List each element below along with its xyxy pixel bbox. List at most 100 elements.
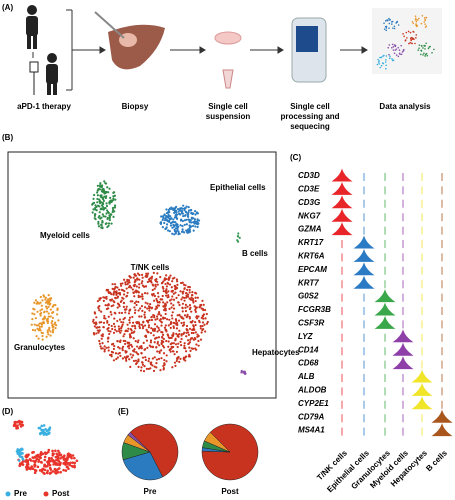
panel-label: (B) bbox=[2, 133, 13, 142]
cell-dot bbox=[100, 223, 103, 226]
cell-dot bbox=[183, 287, 186, 290]
cell-dot bbox=[180, 337, 183, 341]
cell-dot bbox=[394, 44, 397, 47]
cell-dot bbox=[32, 459, 35, 463]
cell-dot bbox=[186, 215, 190, 218]
cluster-label: Epithelial cells bbox=[210, 183, 266, 192]
cell-dot bbox=[242, 370, 245, 373]
violin bbox=[331, 168, 353, 182]
cell-dot bbox=[63, 454, 66, 458]
cell-dot bbox=[113, 206, 117, 209]
cell-dot bbox=[390, 23, 393, 25]
cell-dot bbox=[103, 350, 106, 353]
cell-dot bbox=[147, 326, 150, 329]
cell-dot bbox=[93, 193, 96, 197]
cell-dot bbox=[112, 359, 116, 362]
cell-dot bbox=[37, 337, 40, 340]
cell-dot bbox=[98, 339, 101, 343]
cell-dot bbox=[424, 48, 426, 50]
cell-dot bbox=[178, 332, 181, 336]
cell-dot bbox=[98, 200, 101, 203]
cell-dot bbox=[173, 207, 176, 210]
cell-dot bbox=[136, 341, 139, 344]
cell-dot bbox=[388, 22, 391, 25]
cell-dot bbox=[100, 321, 103, 324]
cell-dot bbox=[25, 463, 29, 467]
cell-dot bbox=[172, 218, 175, 221]
cell-dot bbox=[137, 365, 140, 369]
cell-dot bbox=[100, 204, 104, 207]
cell-dot bbox=[156, 330, 159, 333]
cell-dot bbox=[46, 460, 49, 464]
cell-dot bbox=[173, 228, 176, 231]
cell-dot bbox=[107, 290, 110, 293]
cell-dot bbox=[177, 294, 180, 297]
cell-dot bbox=[175, 278, 178, 281]
cell-dot bbox=[411, 37, 414, 39]
violin bbox=[374, 315, 396, 329]
cell-dot bbox=[196, 218, 199, 221]
cell-dot bbox=[24, 455, 28, 458]
cell-dot bbox=[46, 429, 49, 433]
cell-dot bbox=[128, 358, 131, 361]
cell-dot bbox=[144, 285, 148, 288]
cell-dot bbox=[169, 350, 172, 353]
cell-dot bbox=[108, 187, 111, 190]
cell-dot bbox=[147, 324, 151, 327]
cell-dot bbox=[159, 221, 163, 224]
cell-dot bbox=[43, 464, 46, 468]
cell-dot bbox=[163, 358, 166, 362]
cell-dot bbox=[51, 319, 54, 323]
cell-dot bbox=[181, 230, 184, 233]
cell-dot bbox=[392, 46, 395, 48]
cell-dot bbox=[189, 320, 192, 324]
cell-dot bbox=[384, 61, 387, 63]
cell-dot bbox=[131, 345, 134, 348]
cell-dot bbox=[193, 221, 196, 224]
cell-dot bbox=[155, 362, 158, 365]
cell-dot bbox=[418, 17, 420, 20]
cell-dot bbox=[194, 299, 197, 303]
cluster-label: B cells bbox=[242, 249, 268, 258]
cell-dot bbox=[422, 47, 424, 49]
violin bbox=[331, 195, 353, 209]
cell-dot bbox=[35, 324, 38, 327]
cell-dot bbox=[424, 55, 426, 57]
cell-dot bbox=[102, 325, 105, 329]
cell-dot bbox=[113, 204, 117, 207]
cell-dot bbox=[97, 331, 100, 334]
cell-dot bbox=[57, 460, 61, 463]
cell-dot bbox=[42, 471, 45, 475]
cell-dot bbox=[159, 314, 163, 317]
cell-dot bbox=[100, 310, 103, 313]
cell-dot bbox=[116, 356, 119, 359]
cell-dot bbox=[141, 295, 144, 298]
cell-dot bbox=[169, 274, 172, 277]
cell-dot bbox=[31, 328, 35, 332]
cell-dot bbox=[132, 359, 136, 363]
cell-dot bbox=[186, 295, 190, 298]
cell-dot bbox=[163, 363, 166, 366]
cell-dot bbox=[40, 468, 44, 472]
cell-dot bbox=[109, 213, 113, 216]
cell-dot bbox=[141, 276, 144, 279]
cell-dot bbox=[177, 210, 180, 213]
cell-dot bbox=[20, 462, 23, 466]
cell-dot bbox=[125, 305, 128, 308]
cell-dot bbox=[51, 316, 55, 320]
cell-dot bbox=[133, 330, 136, 333]
cell-dot bbox=[98, 185, 102, 188]
cell-dot bbox=[177, 230, 180, 233]
cell-dot bbox=[102, 215, 105, 218]
cell-dot bbox=[58, 462, 62, 466]
cluster-label: Hepatocytes bbox=[252, 348, 300, 357]
cell-dot bbox=[201, 321, 205, 324]
cell-dot bbox=[392, 49, 395, 51]
cell-dot bbox=[143, 348, 146, 351]
cell-dot bbox=[180, 298, 183, 301]
cell-dot bbox=[185, 328, 188, 332]
cell-dot bbox=[186, 305, 189, 308]
cell-dot bbox=[137, 309, 140, 312]
cell-dot bbox=[146, 319, 149, 322]
cell-dot bbox=[124, 339, 127, 343]
